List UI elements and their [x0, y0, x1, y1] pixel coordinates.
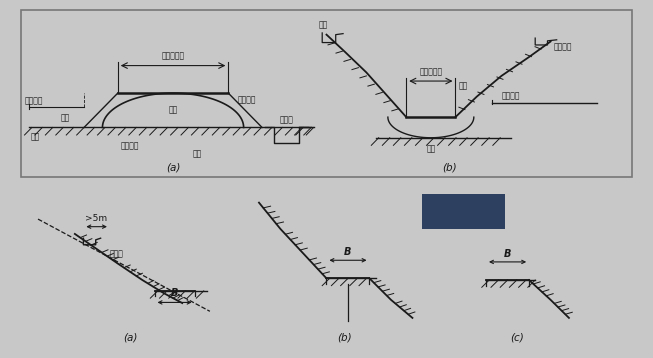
Text: 自然地面: 自然地面	[554, 42, 572, 51]
Text: 路堤边坡: 路堤边坡	[238, 96, 256, 105]
Text: (b): (b)	[442, 162, 456, 172]
Text: 护道: 护道	[61, 113, 71, 122]
Text: 侧构: 侧构	[458, 82, 468, 91]
Text: (a): (a)	[123, 333, 137, 343]
Text: 路基面宽度: 路基面宽度	[161, 52, 185, 61]
Text: (a): (a)	[166, 162, 180, 172]
Text: (c): (c)	[510, 333, 524, 343]
Text: 设计标高: 设计标高	[25, 96, 43, 105]
Text: 侧构: 侧构	[30, 132, 40, 142]
Text: B: B	[171, 288, 178, 298]
Text: 路基面宽度: 路基面宽度	[419, 68, 443, 77]
Text: 取土坑: 取土坑	[279, 115, 294, 124]
Text: 填土: 填土	[168, 106, 178, 115]
Text: 自然地面: 自然地面	[121, 141, 139, 150]
Text: (b): (b)	[338, 333, 352, 343]
Text: 天沟: 天沟	[319, 20, 328, 29]
Bar	[422, 194, 505, 229]
Text: B: B	[504, 248, 511, 258]
Text: B: B	[344, 247, 352, 257]
Text: 截水沟: 截水沟	[110, 250, 123, 259]
Text: 地基: 地基	[426, 145, 436, 154]
Text: >5m: >5m	[86, 214, 107, 223]
Text: 地基: 地基	[193, 150, 202, 159]
Text: 设计标高: 设计标高	[502, 92, 520, 101]
